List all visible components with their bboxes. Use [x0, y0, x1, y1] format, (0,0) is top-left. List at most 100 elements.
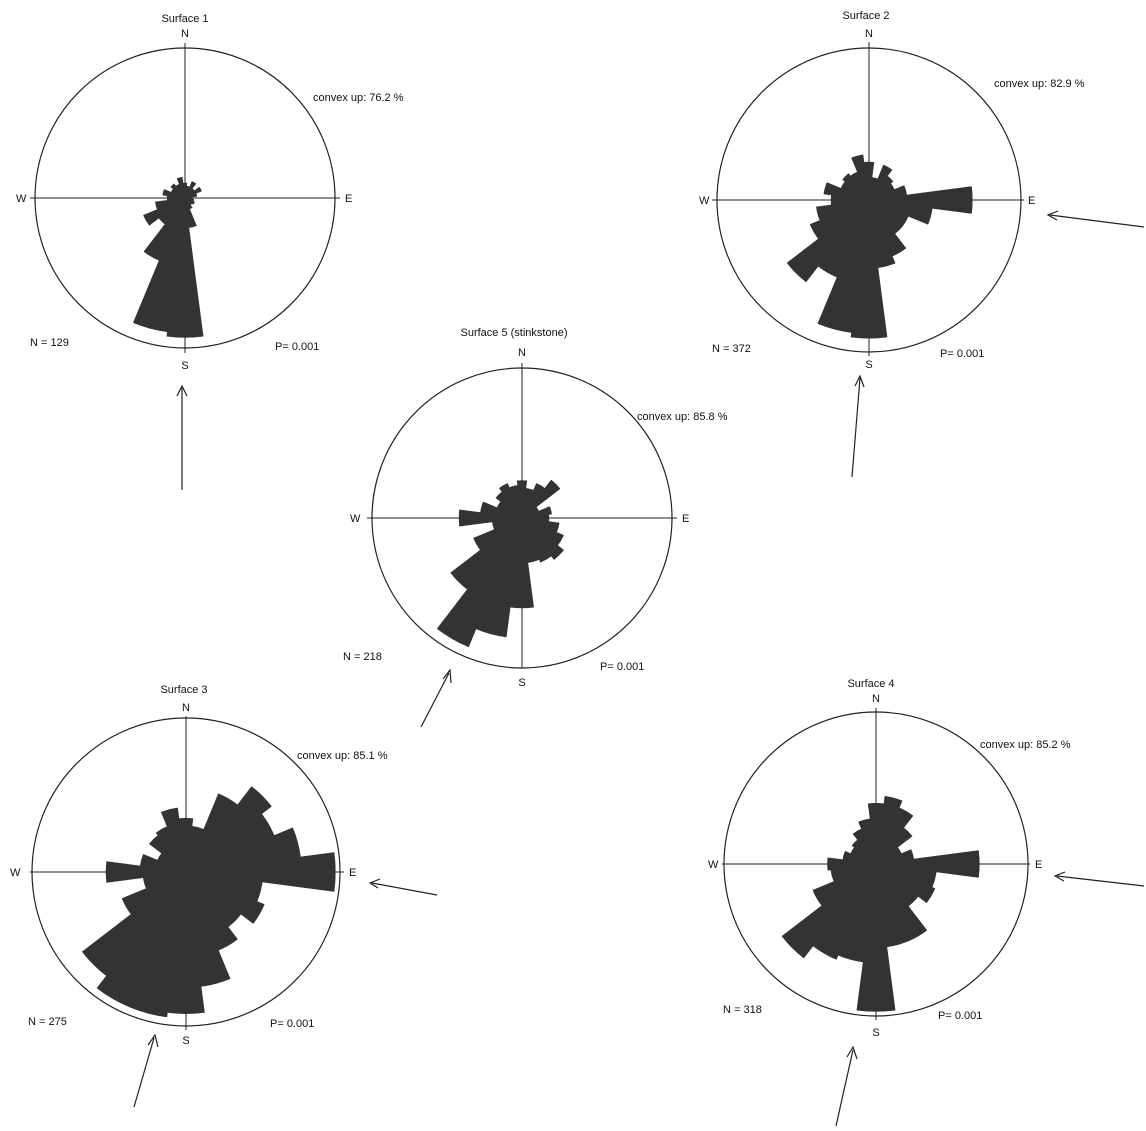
paleocurrent-arrow: [1046, 210, 1145, 228]
rose-surface-4: Surface 4 N S E W convex up: 85.2 % N = …: [708, 678, 1145, 1127]
rose-surface-2: Surface 2 N S E W convex up: 82.9 % N = …: [699, 10, 1145, 478]
rose-petal: [184, 193, 198, 199]
convex-up-label: convex up: 85.2 %: [980, 739, 1071, 751]
rose-petal: [96, 871, 187, 1008]
rose-petal: [81, 871, 187, 977]
rose-petal: [509, 485, 523, 519]
rose-petal: [856, 863, 896, 1012]
direction-label-e: E: [349, 867, 356, 879]
rose-petal: [185, 871, 265, 924]
direction-label-e: E: [345, 193, 352, 205]
rose-title: Surface 4: [847, 678, 894, 690]
rose-petal: [155, 197, 186, 210]
paleocurrent-arrow: [835, 1045, 858, 1127]
direction-label-w: W: [708, 859, 719, 871]
direction-label-w: W: [699, 195, 710, 207]
direction-label-s: S: [182, 1035, 189, 1047]
rose-petal: [868, 164, 893, 201]
rose-petal: [850, 199, 888, 339]
rose-petal: [827, 857, 877, 871]
rose-petal: [817, 199, 870, 333]
rose-petal: [473, 517, 523, 551]
p-value-label: P= 0.001: [275, 341, 319, 353]
direction-label-s: S: [865, 359, 872, 371]
p-value-label: P= 0.001: [940, 348, 984, 360]
paleocurrent-arrow: [1053, 871, 1145, 887]
sample-size-label: N = 275: [28, 1016, 67, 1028]
rose-title: Surface 5 (stinkstone): [461, 327, 568, 339]
direction-label-e: E: [1028, 195, 1035, 207]
rose-petal: [105, 861, 187, 883]
rose-petal: [816, 199, 870, 221]
rose-petal: [185, 786, 272, 873]
paleocurrent-arrow: [368, 878, 438, 896]
direction-label-s: S: [181, 360, 188, 372]
rose-petal: [868, 199, 933, 225]
rose-petal: [184, 181, 197, 199]
rose-petal: [868, 186, 973, 214]
sample-size-label: N = 318: [723, 1004, 762, 1016]
direction-label-n: N: [181, 28, 189, 40]
direction-label-e: E: [682, 513, 689, 525]
rose-petals: [786, 154, 973, 339]
rose-petals: [81, 786, 336, 1018]
rose-petal: [875, 827, 913, 865]
direction-label-w: W: [350, 513, 361, 525]
rose-petal: [176, 176, 186, 199]
p-value-label: P= 0.001: [600, 661, 644, 673]
convex-up-label: convex up: 82.9 %: [994, 78, 1085, 90]
direction-label-n: N: [518, 347, 526, 359]
rose-petal: [812, 863, 877, 906]
rose-petal: [166, 197, 204, 338]
convex-up-label: convex up: 85.1 %: [297, 750, 388, 762]
rose-petal: [160, 807, 187, 873]
rose-petal: [809, 199, 870, 240]
direction-label-n: N: [872, 693, 880, 705]
rose-petal: [436, 517, 523, 648]
sample-size-label: N = 218: [343, 651, 382, 663]
rose-petal: [521, 517, 552, 563]
rose-petal: [450, 517, 523, 590]
rose-petals: [132, 176, 204, 338]
rose-petal: [521, 517, 565, 561]
rose-petal: [480, 501, 523, 519]
direction-label-e: E: [1035, 859, 1042, 871]
rose-petals: [436, 479, 565, 648]
rose-petal: [516, 480, 528, 519]
rose-petal: [875, 850, 980, 878]
rose-title: Surface 2: [842, 10, 889, 22]
rose-petal: [875, 795, 903, 865]
sample-size-label: N = 372: [712, 343, 751, 355]
rose-petal: [786, 199, 870, 283]
rose-surface-1: Surface 1 N S E W convex up: 76.2 % N = …: [16, 13, 404, 490]
direction-label-n: N: [182, 702, 190, 714]
rose-petal: [823, 182, 870, 201]
rose-petal: [498, 483, 523, 519]
direction-label-s: S: [872, 1027, 879, 1039]
rose-petal: [185, 852, 336, 892]
direction-label-w: W: [16, 193, 27, 205]
rose-petal: [851, 154, 870, 201]
rose-petal: [868, 175, 894, 201]
rose-petals: [781, 795, 980, 1012]
rose-petal: [875, 863, 936, 904]
paleocurrent-arrow: [420, 668, 452, 728]
rose-surface-3: Surface 3 N S E W convex up: 85.1 % N = …: [10, 684, 438, 1108]
convex-up-label: convex up: 85.8 %: [637, 411, 728, 423]
p-value-label: P= 0.001: [270, 1018, 314, 1030]
rose-petal: [184, 186, 202, 199]
rose-petal: [781, 863, 877, 959]
sample-size-label: N = 129: [30, 337, 69, 349]
rose-petal: [139, 853, 187, 873]
rose-petal: [143, 197, 186, 226]
rose-title: Surface 1: [161, 13, 208, 25]
rose-petal: [521, 506, 552, 519]
convex-up-label: convex up: 76.2 %: [313, 92, 404, 104]
direction-label-s: S: [518, 677, 525, 689]
direction-label-n: N: [865, 28, 873, 40]
p-value-label: P= 0.001: [938, 1010, 982, 1022]
rose-petal: [521, 479, 561, 519]
paleocurrent-arrow: [176, 384, 188, 490]
